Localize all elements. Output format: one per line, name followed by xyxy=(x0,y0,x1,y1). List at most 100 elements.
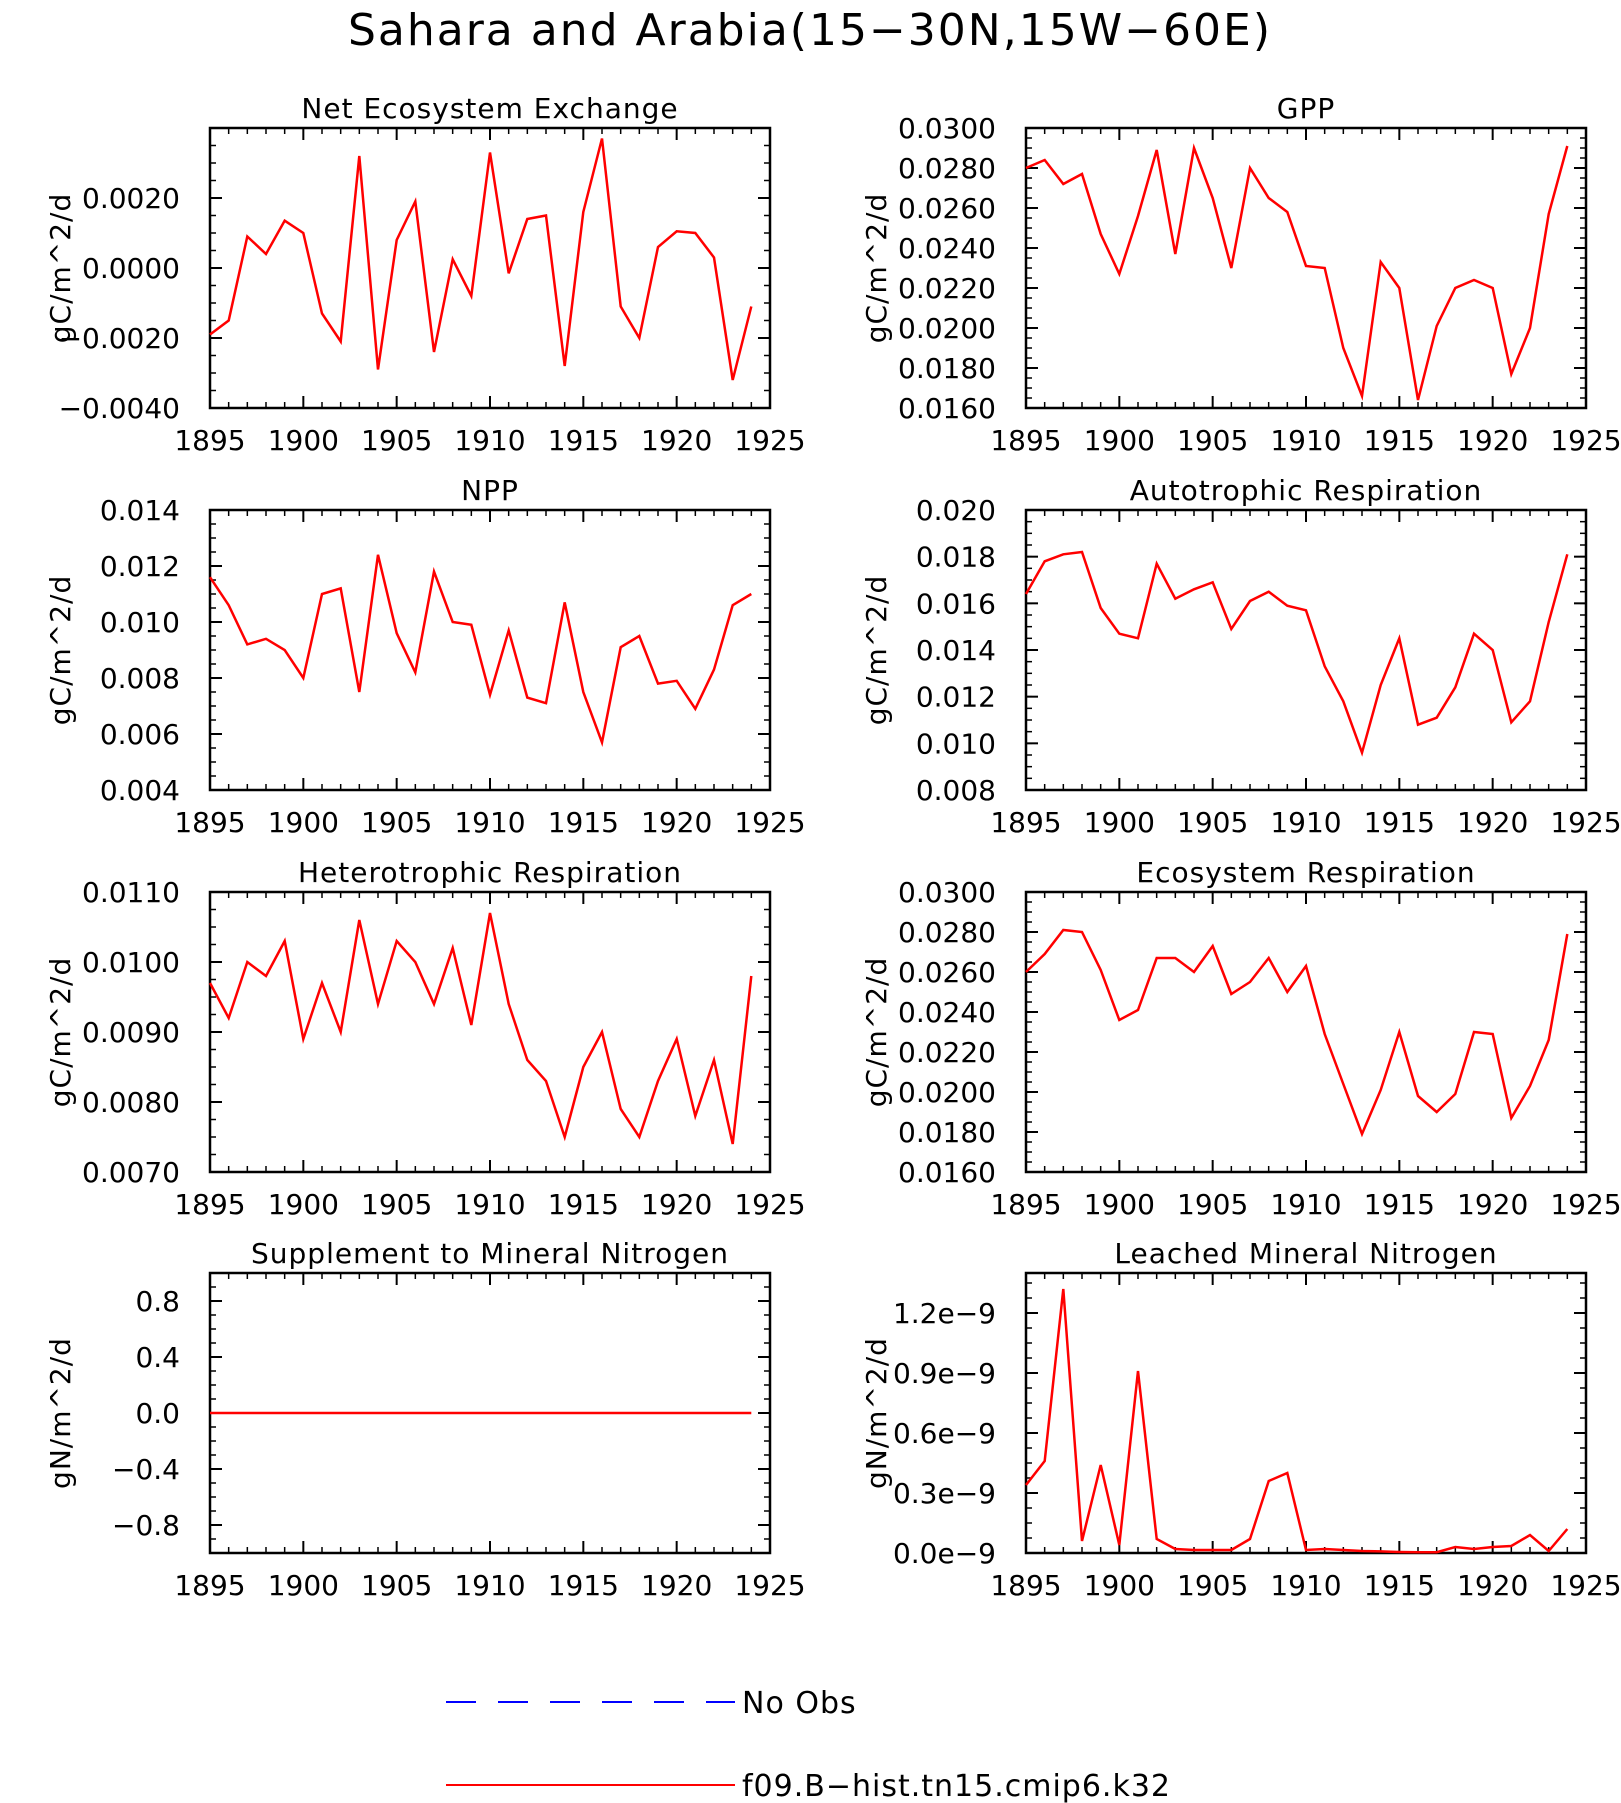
panel-title: Autotrophic Respiration xyxy=(1130,474,1482,507)
x-tick-label: 1925 xyxy=(734,424,805,457)
y-tick-label: 0.0260 xyxy=(898,192,996,225)
plot-frame xyxy=(1024,1271,1588,1555)
y-axis-label: gC/m^2/d xyxy=(860,575,893,726)
panel-title: Net Ecosystem Exchange xyxy=(301,92,678,125)
x-tick-label: 1905 xyxy=(361,806,432,839)
y-tick-label: 0.0300 xyxy=(898,112,996,145)
x-tick-label: 1920 xyxy=(1457,424,1528,457)
x-tick-label: 1900 xyxy=(1084,424,1155,457)
y-tick-label: 0.0240 xyxy=(898,996,996,1029)
x-tick-label: 1920 xyxy=(1457,1188,1528,1221)
panels: Net Ecosystem Exchange gC/m^2/d 1895 1900 19… xyxy=(44,92,1621,1602)
x-tick-label: 1910 xyxy=(454,1188,525,1221)
y-tick-label: 0.0e−9 xyxy=(893,1537,996,1570)
y-tick-label: 0.0260 xyxy=(898,956,996,989)
x-tick-label: 1920 xyxy=(1457,806,1528,839)
y-axis-label: gC/m^2/d xyxy=(44,957,77,1108)
x-tick-label: 1895 xyxy=(990,806,1061,839)
x-tick-label: 1900 xyxy=(268,806,339,839)
y-axis-label: gC/m^2/d xyxy=(44,575,77,726)
x-tick-label: 1905 xyxy=(361,1569,432,1602)
panel-net-ecosystem-exchange: Net Ecosystem Exchange gC/m^2/d 1895 1900 19… xyxy=(44,92,806,457)
panel-npp: NPP gC/m^2/d 1895 1900 1905 1910 1915 1920 1925 0… xyxy=(44,474,806,839)
y-tick-label: 0.8 xyxy=(135,1285,180,1318)
figure-title: Sahara and Arabia(15−30N,15W−60E) xyxy=(348,5,1272,56)
panel-supplement-to-mineral-nitrogen: Supplement to Mineral Nitrogen gN/m^2/d 18… xyxy=(44,1237,806,1602)
panel-title: NPP xyxy=(461,474,519,507)
y-tick-label: 0.014 xyxy=(916,634,996,667)
y-tick-label: 0.0220 xyxy=(898,1036,996,1069)
panel-gpp: GPP gC/m^2/d 1895 1900 1905 1910 1915 1920 1925 0… xyxy=(860,92,1621,457)
plot-frame xyxy=(208,126,772,410)
y-axis-label: gN/m^2/d xyxy=(44,1337,77,1489)
x-tick-label: 1920 xyxy=(641,1188,712,1221)
y-tick-label: 0.0300 xyxy=(898,876,996,909)
y-tick-label: 0.020 xyxy=(916,494,996,527)
x-tick-label: 1915 xyxy=(548,806,619,839)
y-tick-label: 0.016 xyxy=(916,587,996,620)
x-tick-label: 1920 xyxy=(641,806,712,839)
x-tick-label: 1910 xyxy=(1270,806,1341,839)
y-axis-label: gC/m^2/d xyxy=(860,193,893,344)
y-tick-label: 0.006 xyxy=(100,718,180,751)
series-line xyxy=(1025,1288,1569,1554)
plot-frame xyxy=(1024,126,1588,410)
y-tick-label: 0.0280 xyxy=(898,152,996,185)
x-tick-label: 1925 xyxy=(1550,424,1621,457)
y-tick-label: 0.0090 xyxy=(82,1016,180,1049)
x-tick-label: 1910 xyxy=(454,806,525,839)
y-tick-label: 0.010 xyxy=(916,727,996,760)
series-line xyxy=(1024,550,1569,757)
x-tick-label: 1895 xyxy=(990,1188,1061,1221)
y-tick-label: −0.0020 xyxy=(59,322,180,355)
y-tick-label: 0.0200 xyxy=(898,1076,996,1109)
x-tick-label: 1895 xyxy=(990,424,1061,457)
x-tick-label: 1900 xyxy=(268,424,339,457)
x-tick-label: 1905 xyxy=(1177,424,1248,457)
y-tick-label: 0.008 xyxy=(916,774,996,807)
plot-frame xyxy=(1024,890,1588,1174)
y-tick-label: 0.012 xyxy=(100,550,180,583)
panel-title: Supplement to Mineral Nitrogen xyxy=(251,1237,729,1270)
y-tick-label: 0.012 xyxy=(916,681,996,714)
x-tick-label: 1900 xyxy=(1084,1569,1155,1602)
y-axis-label: gN/m^2/d xyxy=(860,1337,893,1489)
y-tick-label: 0.4 xyxy=(135,1341,180,1374)
x-tick-label: 1900 xyxy=(1084,1188,1155,1221)
legend: No Obs f09.B−hist.tn15.cmip6.k32 xyxy=(446,1686,1171,1803)
x-tick-label: 1895 xyxy=(990,1569,1061,1602)
x-tick-label: 1925 xyxy=(1550,1188,1621,1221)
y-tick-label: −0.8 xyxy=(112,1509,180,1542)
x-tick-label: 1910 xyxy=(454,424,525,457)
x-tick-label: 1925 xyxy=(734,1188,805,1221)
y-tick-label: 0.0 xyxy=(135,1397,180,1430)
x-tick-label: 1915 xyxy=(1364,1569,1435,1602)
x-tick-label: 1900 xyxy=(268,1188,339,1221)
x-tick-label: 1895 xyxy=(174,1188,245,1221)
y-tick-label: 0.018 xyxy=(916,541,996,574)
x-tick-label: 1925 xyxy=(1550,806,1621,839)
x-tick-label: 1900 xyxy=(268,1569,339,1602)
y-tick-label: 0.0110 xyxy=(82,876,180,909)
x-tick-label: 1905 xyxy=(361,1188,432,1221)
panel-autotrophic-respiration: Autotrophic Respiration gC/m^2/d 1895 1900 1… xyxy=(860,474,1621,839)
y-tick-label: 0.0220 xyxy=(898,272,996,305)
y-axis-label: gC/m^2/d xyxy=(44,193,77,344)
y-tick-label: 0.0160 xyxy=(898,392,996,425)
y-tick-label: 0.0020 xyxy=(82,182,180,215)
y-tick-label: 0.014 xyxy=(100,494,180,527)
x-tick-label: 1895 xyxy=(174,806,245,839)
panel-leached-mineral-nitrogen: Leached Mineral Nitrogen gN/m^2/d 1895 1900… xyxy=(860,1237,1621,1602)
y-tick-label: 0.004 xyxy=(100,774,180,807)
legend-model-label: f09.B−hist.tn15.cmip6.k32 xyxy=(742,1769,1171,1803)
panel-ecosystem-respiration: Ecosystem Respiration gC/m^2/d 1895 1900 190… xyxy=(860,856,1621,1221)
x-tick-label: 1925 xyxy=(734,806,805,839)
x-tick-label: 1905 xyxy=(361,424,432,457)
x-tick-label: 1915 xyxy=(1364,806,1435,839)
x-tick-label: 1915 xyxy=(1364,1188,1435,1221)
series-line xyxy=(1025,928,1569,1138)
y-tick-label: 0.0080 xyxy=(82,1086,180,1119)
x-tick-label: 1905 xyxy=(1177,806,1248,839)
y-tick-label: 0.0160 xyxy=(898,1156,996,1189)
y-tick-label: 0.0070 xyxy=(82,1156,180,1189)
